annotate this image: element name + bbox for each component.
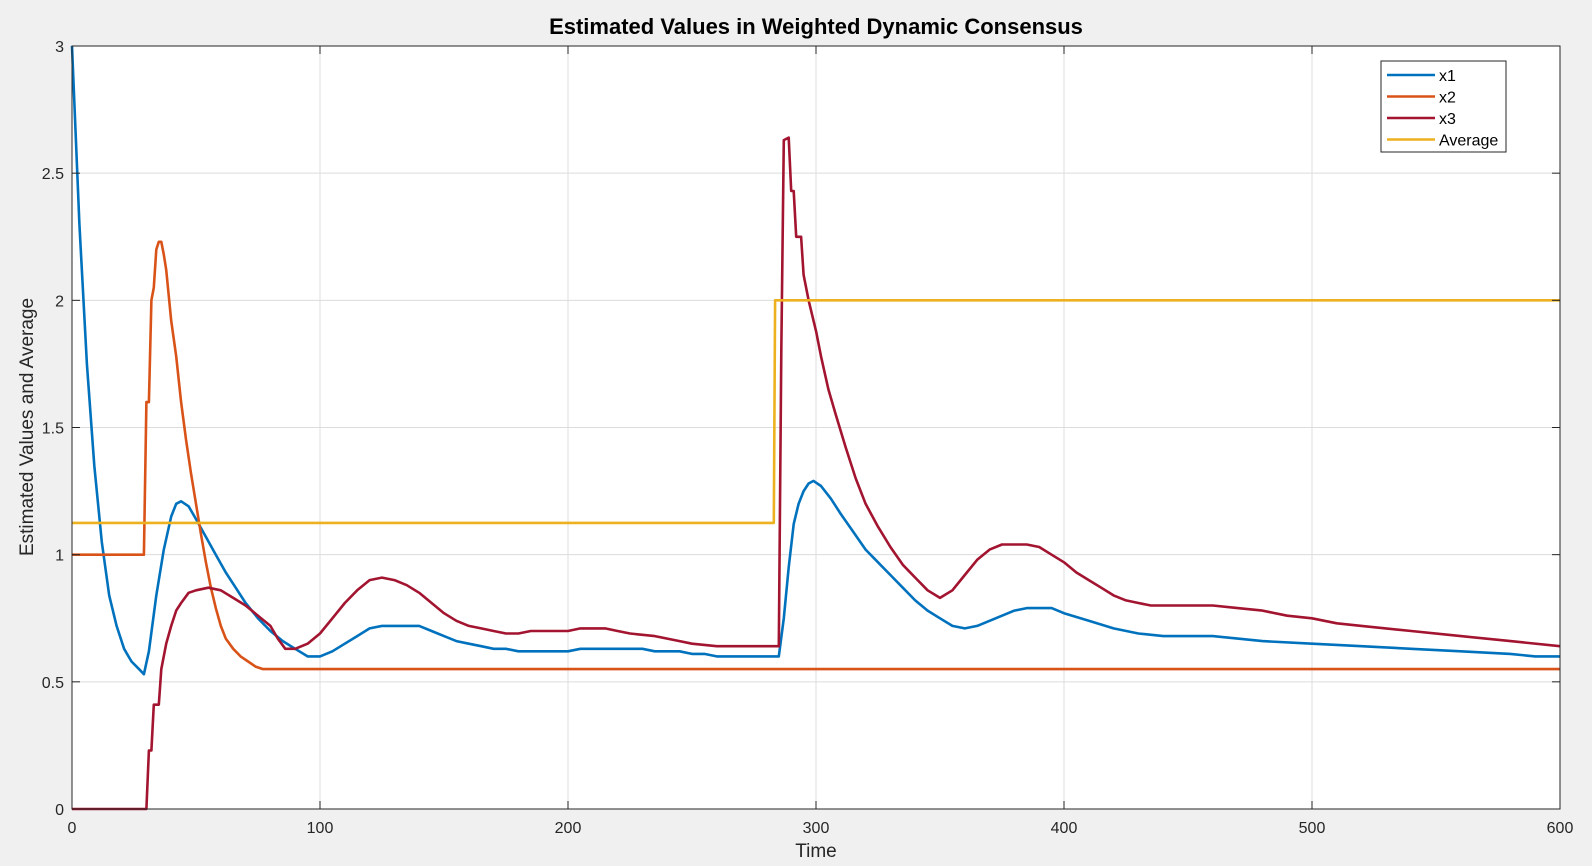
x-tick-label: 300 <box>803 820 830 837</box>
y-tick-label: 2 <box>55 293 64 310</box>
legend-label: x2 <box>1439 90 1456 107</box>
x-tick-label: 600 <box>1547 820 1574 837</box>
y-tick-label: 0 <box>55 802 64 819</box>
legend-label: x1 <box>1439 68 1456 85</box>
x-tick-label: 400 <box>1051 820 1078 837</box>
series-line-x2 <box>72 240 1560 671</box>
x-tick-label: 0 <box>68 820 77 837</box>
y-tick-label: 1.5 <box>42 421 64 438</box>
series-line-average <box>72 299 1560 525</box>
y-tick-label: 3 <box>55 39 64 56</box>
legend: x1 x2 x3 Average <box>1380 60 1507 153</box>
series-line-x1 <box>70 45 1560 676</box>
x-tick-label: 100 <box>307 820 334 837</box>
y-tick-label: 2.5 <box>42 166 64 183</box>
x-tick-label: 200 <box>555 820 582 837</box>
series-line-x3 <box>72 136 1561 811</box>
x-axis-label: Time <box>795 841 837 862</box>
legend-label: x3 <box>1439 111 1456 128</box>
y-axis-label: Estimated Values and Average <box>17 298 38 556</box>
x-tick-label: 500 <box>1299 820 1326 837</box>
legend-entries: x1 x2 x3 Average <box>1387 68 1498 150</box>
y-tick-label: 0.5 <box>42 675 64 692</box>
chart-title: Estimated Values in Weighted Dynamic Con… <box>549 14 1083 39</box>
series-lines <box>70 45 1561 811</box>
axis-ticks: 0 100 200 300 400 500 600 0 0.5 1 1.5 2 2.5 3 <box>42 39 1574 837</box>
y-tick-label: 1 <box>55 548 64 565</box>
legend-label: Average <box>1439 133 1498 150</box>
